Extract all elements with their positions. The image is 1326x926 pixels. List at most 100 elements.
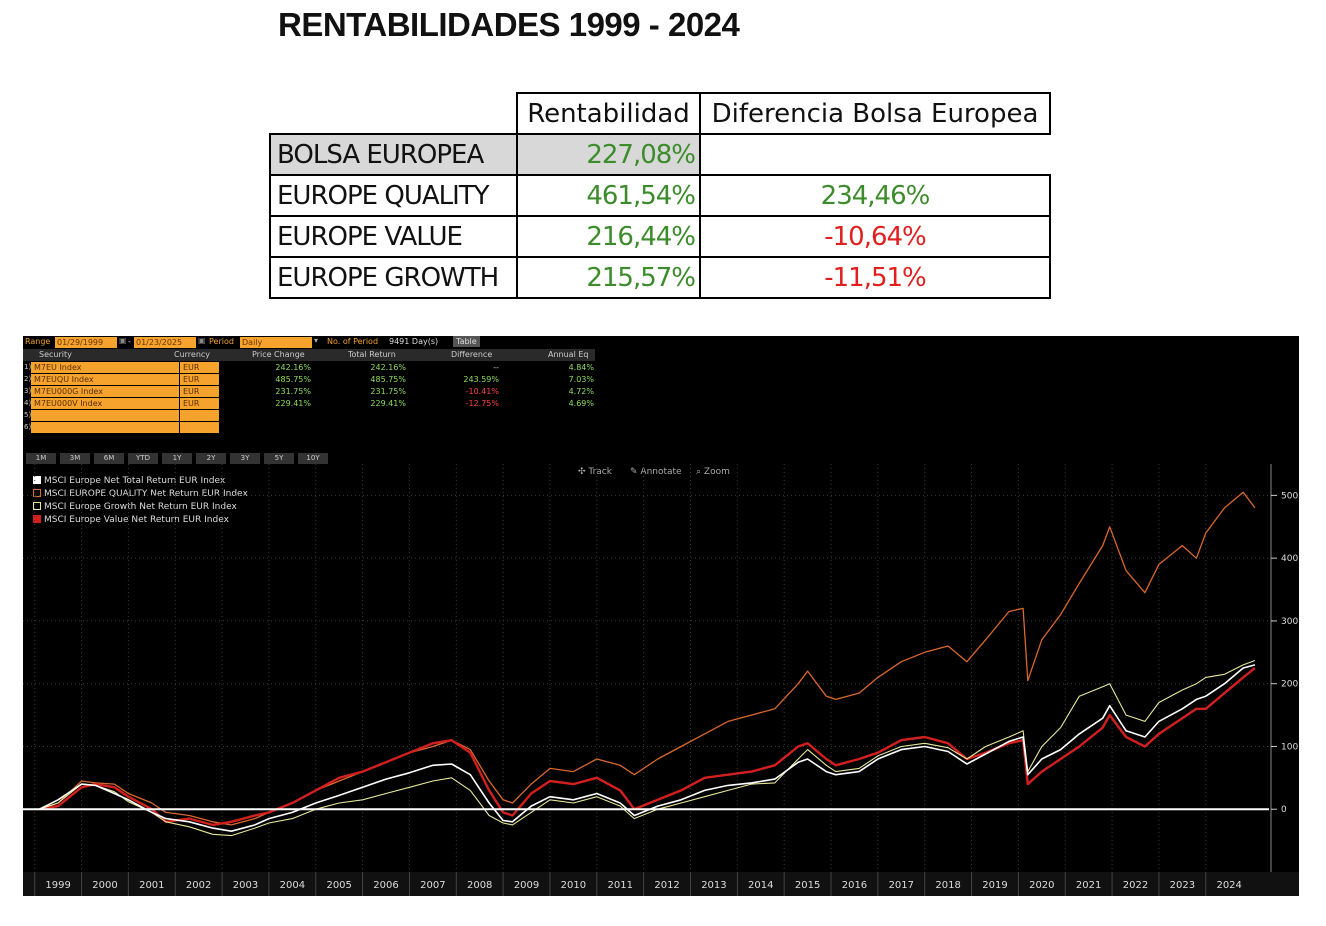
cell-price-change: 231.75%: [275, 387, 311, 396]
end-date-field[interactable]: 01/23/2025: [134, 337, 196, 348]
annotate-tool[interactable]: ✎ Annotate: [630, 467, 682, 477]
security-currency: EUR: [179, 398, 199, 409]
x-tick-label: 2012: [654, 880, 679, 891]
cell-total-return: 242.16%: [370, 363, 406, 372]
row-return: 461,54%: [516, 174, 701, 217]
security-name: M7EU000V Index: [34, 399, 103, 408]
x-tick-label: 2005: [326, 880, 351, 891]
period-dropdown[interactable]: Daily: [240, 337, 312, 348]
num-period-value: 9491 Day(s): [389, 337, 439, 346]
range-button-3y[interactable]: 3Y: [230, 453, 260, 464]
bloomberg-terminal-panel: Range 01/29/1999 ▣ - 01/23/2025 ▣ Period…: [23, 336, 1299, 896]
row-return: 215,57%: [516, 256, 701, 299]
row-name: BOLSA EUROPEA: [269, 133, 518, 176]
header-empty-cell: [270, 93, 517, 134]
securities-header: Security Currency Price Change Total Ret…: [23, 349, 595, 361]
col-price-change: Price Change: [252, 350, 305, 359]
y-tick-label: 500: [1281, 491, 1298, 501]
legend-swatch: [33, 489, 41, 497]
cell-difference: -12.75%: [465, 399, 499, 408]
line-chart: 0 100 200 300 400 500 1999 2000 2001 2002 2003 2004…: [23, 464, 1299, 896]
range-button-5y[interactable]: 5Y: [264, 453, 294, 464]
cell-total-return: 231.75%: [370, 387, 406, 396]
x-tick-label: 1999: [45, 880, 70, 891]
x-tick-label: 2000: [92, 880, 117, 891]
cell-difference: --: [493, 363, 499, 372]
x-tick-label: 2011: [608, 880, 633, 891]
row-return: 216,44%: [516, 215, 701, 258]
num-period-label: No. of Period: [327, 337, 379, 346]
calendar-icon[interactable]: ▣: [198, 336, 206, 345]
x-tick-label: 2017: [889, 880, 914, 891]
row-name: EUROPE VALUE: [269, 215, 518, 258]
calendar-icon[interactable]: ▣: [119, 336, 127, 345]
security-row[interactable]: M7EU Index EUR: [31, 362, 219, 374]
row-diff: 234,46%: [699, 174, 1051, 217]
cell-annual-eq: 4.69%: [568, 399, 594, 408]
dropdown-arrow-icon[interactable]: ▾: [314, 336, 319, 345]
x-tick-label: 2022: [1123, 880, 1148, 891]
col-difference: Difference: [451, 350, 493, 359]
returns-table: Rentabilidad Diferencia Bolsa Europea BO…: [269, 92, 1051, 299]
x-tick-label: 2004: [280, 880, 305, 891]
x-tick-label: 2003: [233, 880, 258, 891]
security-row[interactable]: M7EUQU Index EUR: [31, 374, 219, 386]
x-tick-label: 2019: [982, 880, 1007, 891]
legend-swatch: [33, 515, 41, 523]
series-line-3: [39, 659, 1256, 837]
security-row[interactable]: M7EU000V Index EUR: [31, 398, 219, 410]
table-row: EUROPE QUALITY 461,54% 234,46%: [269, 174, 1051, 217]
range-button-1m[interactable]: 1M: [26, 453, 56, 464]
range-button-6m[interactable]: 6M: [94, 453, 124, 464]
series-line-1: [39, 664, 1256, 832]
col-annual-eq: Annual Eq: [548, 350, 589, 359]
legend-item-quality[interactable]: MSCI EUROPE QUALITY Net Return EUR Index: [33, 488, 248, 500]
range-button-ytd[interactable]: YTD: [128, 453, 158, 464]
legend-item-value[interactable]: MSCI Europe Value Net Return EUR Index: [33, 514, 229, 526]
cell-difference: 243.59%: [463, 375, 499, 384]
security-currency: EUR: [179, 362, 199, 373]
row-diff: -11,51%: [699, 256, 1051, 299]
y-tick-label: 0: [1281, 805, 1287, 815]
track-tool[interactable]: ✣ Track: [578, 467, 612, 477]
column-header-diff: Diferencia Bolsa Europea: [699, 92, 1051, 135]
x-tick-label: 2023: [1170, 880, 1195, 891]
security-row[interactable]: [31, 410, 219, 422]
range-button-1y[interactable]: 1Y: [162, 453, 192, 464]
x-tick-label: 2021: [1076, 880, 1101, 891]
range-button-10y[interactable]: 10Y: [298, 453, 328, 464]
y-tick-label: 100: [1281, 742, 1298, 752]
cell-annual-eq: 4.72%: [568, 387, 594, 396]
security-name: M7EU000G Index: [34, 387, 103, 396]
cell-total-return: 229.41%: [370, 399, 406, 408]
row-number: 2): [24, 375, 32, 383]
row-return: 227,08%: [516, 133, 701, 176]
x-tick-label: 2020: [1029, 880, 1054, 891]
row-number: 3): [24, 387, 32, 395]
legend-item-europe[interactable]: MSCI Europe Net Total Return EUR Index: [33, 475, 225, 487]
security-row[interactable]: M7EU000G Index EUR: [31, 386, 219, 398]
y-tick-label: 300: [1281, 617, 1298, 627]
legend-item-growth[interactable]: MSCI Europe Growth Net Return EUR Index: [33, 501, 237, 513]
column-header-return: Rentabilidad: [516, 92, 701, 135]
row-name: EUROPE QUALITY: [269, 174, 518, 217]
table-button[interactable]: Table: [453, 336, 480, 347]
row-number: 1): [24, 363, 32, 371]
y-tick-label: 200: [1281, 680, 1298, 690]
x-tick-label: 2006: [373, 880, 398, 891]
y-tick-label: 400: [1281, 554, 1298, 564]
x-tick-label: 2013: [701, 880, 726, 891]
start-date-field[interactable]: 01/29/1999: [55, 337, 117, 348]
zoom-tool[interactable]: ⌕ Zoom: [696, 467, 730, 477]
x-tick-label: 2010: [561, 880, 586, 891]
x-tick-label: 2008: [467, 880, 492, 891]
series-line-4: [39, 667, 1256, 827]
range-button-2y[interactable]: 2Y: [196, 453, 226, 464]
range-button-3m[interactable]: 3M: [60, 453, 90, 464]
security-row[interactable]: [31, 422, 219, 434]
table-row: EUROPE GROWTH 215,57% -11,51%: [269, 256, 1051, 299]
cell-difference: -10.41%: [465, 387, 499, 396]
row-diff: [700, 134, 1050, 175]
table-row: BOLSA EUROPEA 227,08%: [269, 133, 1050, 176]
row-name: EUROPE GROWTH: [269, 256, 518, 299]
